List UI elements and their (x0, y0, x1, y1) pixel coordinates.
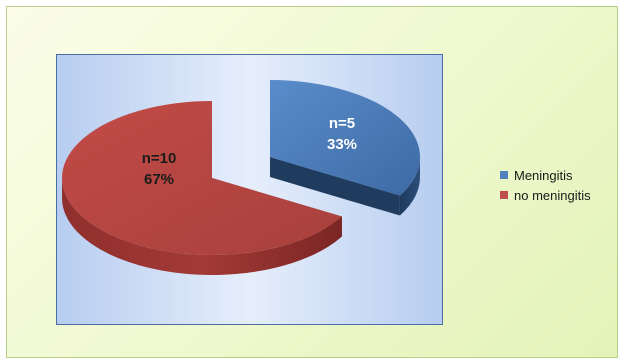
pie-slice-side-meningitis (399, 155, 420, 216)
data-label-count: n=10 (142, 150, 177, 167)
legend-item-meningitis: Meningitis (500, 165, 591, 185)
legend-item-no-meningitis: no meningitis (500, 185, 591, 205)
legend: Meningitis no meningitis (500, 165, 591, 205)
pie-slice-no-meningitis (62, 101, 342, 255)
data-label-percent: 67% (144, 171, 174, 188)
legend-label: Meningitis (514, 167, 573, 183)
legend-swatch (500, 191, 508, 199)
data-label-count: n=5 (329, 115, 355, 132)
pie-slice-side-no-meningitis (62, 178, 342, 275)
legend-swatch (500, 171, 508, 179)
legend-label: no meningitis (514, 187, 591, 203)
pie-slice-meningitis (270, 80, 420, 196)
data-label-percent: 33% (327, 136, 357, 153)
pie-slice-cut-face (270, 157, 400, 216)
